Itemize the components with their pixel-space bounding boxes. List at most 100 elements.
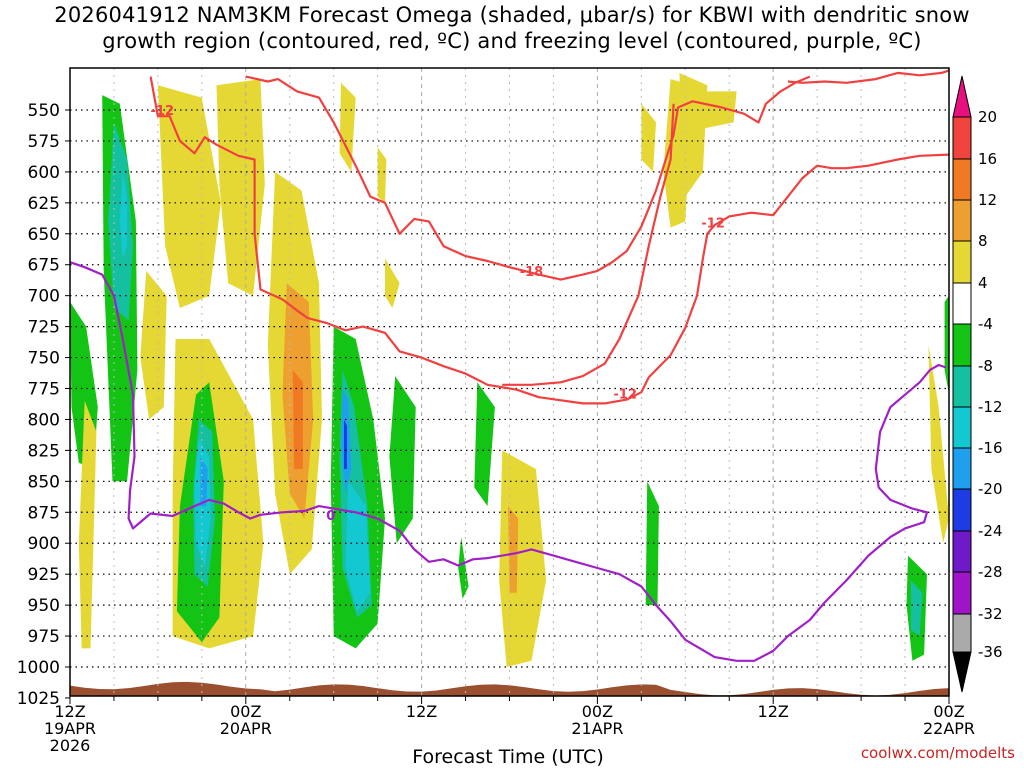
omega-area-navy [344, 419, 347, 469]
colorbar-tick-label: -36 [978, 643, 1003, 661]
colorbar-bin [952, 199, 972, 242]
source-credit: coolwx.com/modelts [861, 744, 1015, 762]
colorbar-bin [952, 116, 972, 160]
y-tick-label: 750 [28, 349, 60, 369]
contour-line [245, 75, 811, 281]
omega-area-yellow [216, 79, 265, 296]
omega-area-yellow [377, 147, 387, 203]
x-tick-label: 00Z [933, 702, 964, 721]
x-axis-label: Forecast Time (UTC) [412, 746, 603, 768]
x-tick-label: 12Z [406, 702, 437, 721]
contour-label: -12 [701, 217, 725, 232]
omega-area-dark-orange [292, 369, 303, 469]
omega-area-green [944, 295, 949, 395]
y-tick-label: 875 [28, 503, 60, 523]
colorbar-bin [952, 530, 972, 573]
x-tick-label: 00Z [230, 702, 261, 721]
y-tick-label: 600 [28, 163, 60, 183]
y-tick-label: 850 [28, 472, 60, 492]
y-tick-label: 550 [28, 101, 60, 121]
contour-line [149, 76, 949, 405]
chart-title-line-1: 2026041912 NAM3KM Forecast Omega (shaded… [54, 3, 970, 27]
contour-label: -12 [613, 387, 637, 402]
omega-area-yellow [499, 450, 547, 667]
omega-area-teal [910, 580, 923, 637]
colorbar-tick-label: -16 [978, 439, 1003, 457]
colorbar-bin [952, 365, 972, 408]
chart-title: 2026041912 NAM3KM Forecast Omega (shaded… [0, 2, 1024, 54]
colorbar-tick-label: -8 [978, 357, 993, 375]
x-tick-label: 2026 [50, 736, 91, 755]
colorbar-bin [952, 571, 972, 615]
x-tick-label: 22APR [923, 719, 975, 738]
x-tick-label: 12Z [758, 702, 789, 721]
y-tick-label: 950 [28, 596, 60, 616]
contour-line [70, 261, 947, 662]
omega-area-green [645, 481, 659, 606]
y-tick-label: 650 [28, 225, 60, 245]
colorbar-tick-label: -12 [978, 398, 1003, 416]
omega-area-orange [508, 506, 519, 593]
y-tick-label: 1025 [17, 689, 60, 709]
y-tick-label: 675 [28, 256, 60, 276]
omega-area-green [458, 537, 469, 599]
y-tick-label: 800 [28, 410, 60, 430]
omega-area-yellow [157, 85, 221, 308]
y-tick-label: 925 [28, 565, 60, 585]
colorbar-tick-label: -32 [978, 605, 1003, 623]
axes: 550 575 600 625 650 675 700 725 750 775 800 825 850 8… [17, 67, 975, 755]
colorbar-bottom-arrow [952, 651, 972, 693]
colorbar-bin [952, 488, 972, 532]
plot-area: -12 -18 -12 -12 0 [70, 68, 949, 696]
y-tick-label: 1000 [17, 658, 60, 678]
x-tick-label: 00Z [582, 702, 613, 721]
y-tick-label: 700 [28, 287, 60, 307]
plot-content: -12 -18 -12 -12 0 [70, 68, 949, 696]
contour-line [787, 69, 949, 84]
colorbar-tick-label: 16 [978, 150, 997, 168]
colorbar-bin [952, 240, 972, 284]
colorbar-bin [952, 282, 972, 325]
colorbar-bin [952, 406, 972, 449]
y-tick-label: 825 [28, 441, 60, 461]
colorbar-top-arrow [952, 75, 972, 118]
omega-area-yellow [339, 82, 356, 172]
x-tick-label: 19APR [44, 719, 96, 738]
contour-label: 0 [326, 509, 335, 524]
colorbar-bin [952, 447, 972, 490]
colorbar-tick-label: -4 [978, 315, 993, 333]
omega-area-green [389, 376, 416, 544]
colorbar-tick-label: -28 [978, 563, 1003, 581]
x-tick-label: 20APR [220, 719, 272, 738]
colorbar-tick-label: -24 [978, 522, 1003, 540]
omega-area-yellow [385, 258, 400, 308]
y-tick-label: 775 [28, 380, 60, 400]
contour-label: -12 [151, 104, 175, 119]
omega-area-yellow [928, 345, 949, 544]
colorbar-tick-label: 8 [978, 232, 988, 250]
x-tick-label: 12Z [54, 702, 85, 721]
colorbar-tick-label: 20 [978, 108, 997, 126]
x-tick-label: 21APR [571, 719, 623, 738]
y-tick-label: 575 [28, 132, 60, 152]
omega-area-yellow [140, 270, 167, 420]
colorbar-bin [952, 613, 972, 653]
y-tick-label: 975 [28, 627, 60, 647]
colorbar-tick-label: 12 [978, 191, 997, 209]
colorbar-bin [952, 323, 972, 367]
contour-label: -18 [520, 265, 544, 280]
chart-title-line-2: growth region (contoured, red, ºC) and f… [102, 29, 922, 53]
colorbar-tick-label: -20 [978, 480, 1003, 498]
omega-area-cyan [119, 171, 128, 259]
colorbar-bin [952, 158, 972, 201]
omega-area-yellow [641, 103, 656, 172]
y-tick-label: 900 [28, 534, 60, 554]
contour-line [502, 103, 675, 386]
omega-area-yellow [78, 400, 97, 649]
y-tick-label: 725 [28, 318, 60, 338]
y-tick-label: 625 [28, 194, 60, 214]
omega-area-green [474, 382, 495, 507]
colorbar-tick-label: 4 [978, 274, 988, 292]
colorbar: 20 16 12 8 4 -4 -8 -12 -16 -20 -24 -28 -32 -36 [952, 75, 1003, 693]
